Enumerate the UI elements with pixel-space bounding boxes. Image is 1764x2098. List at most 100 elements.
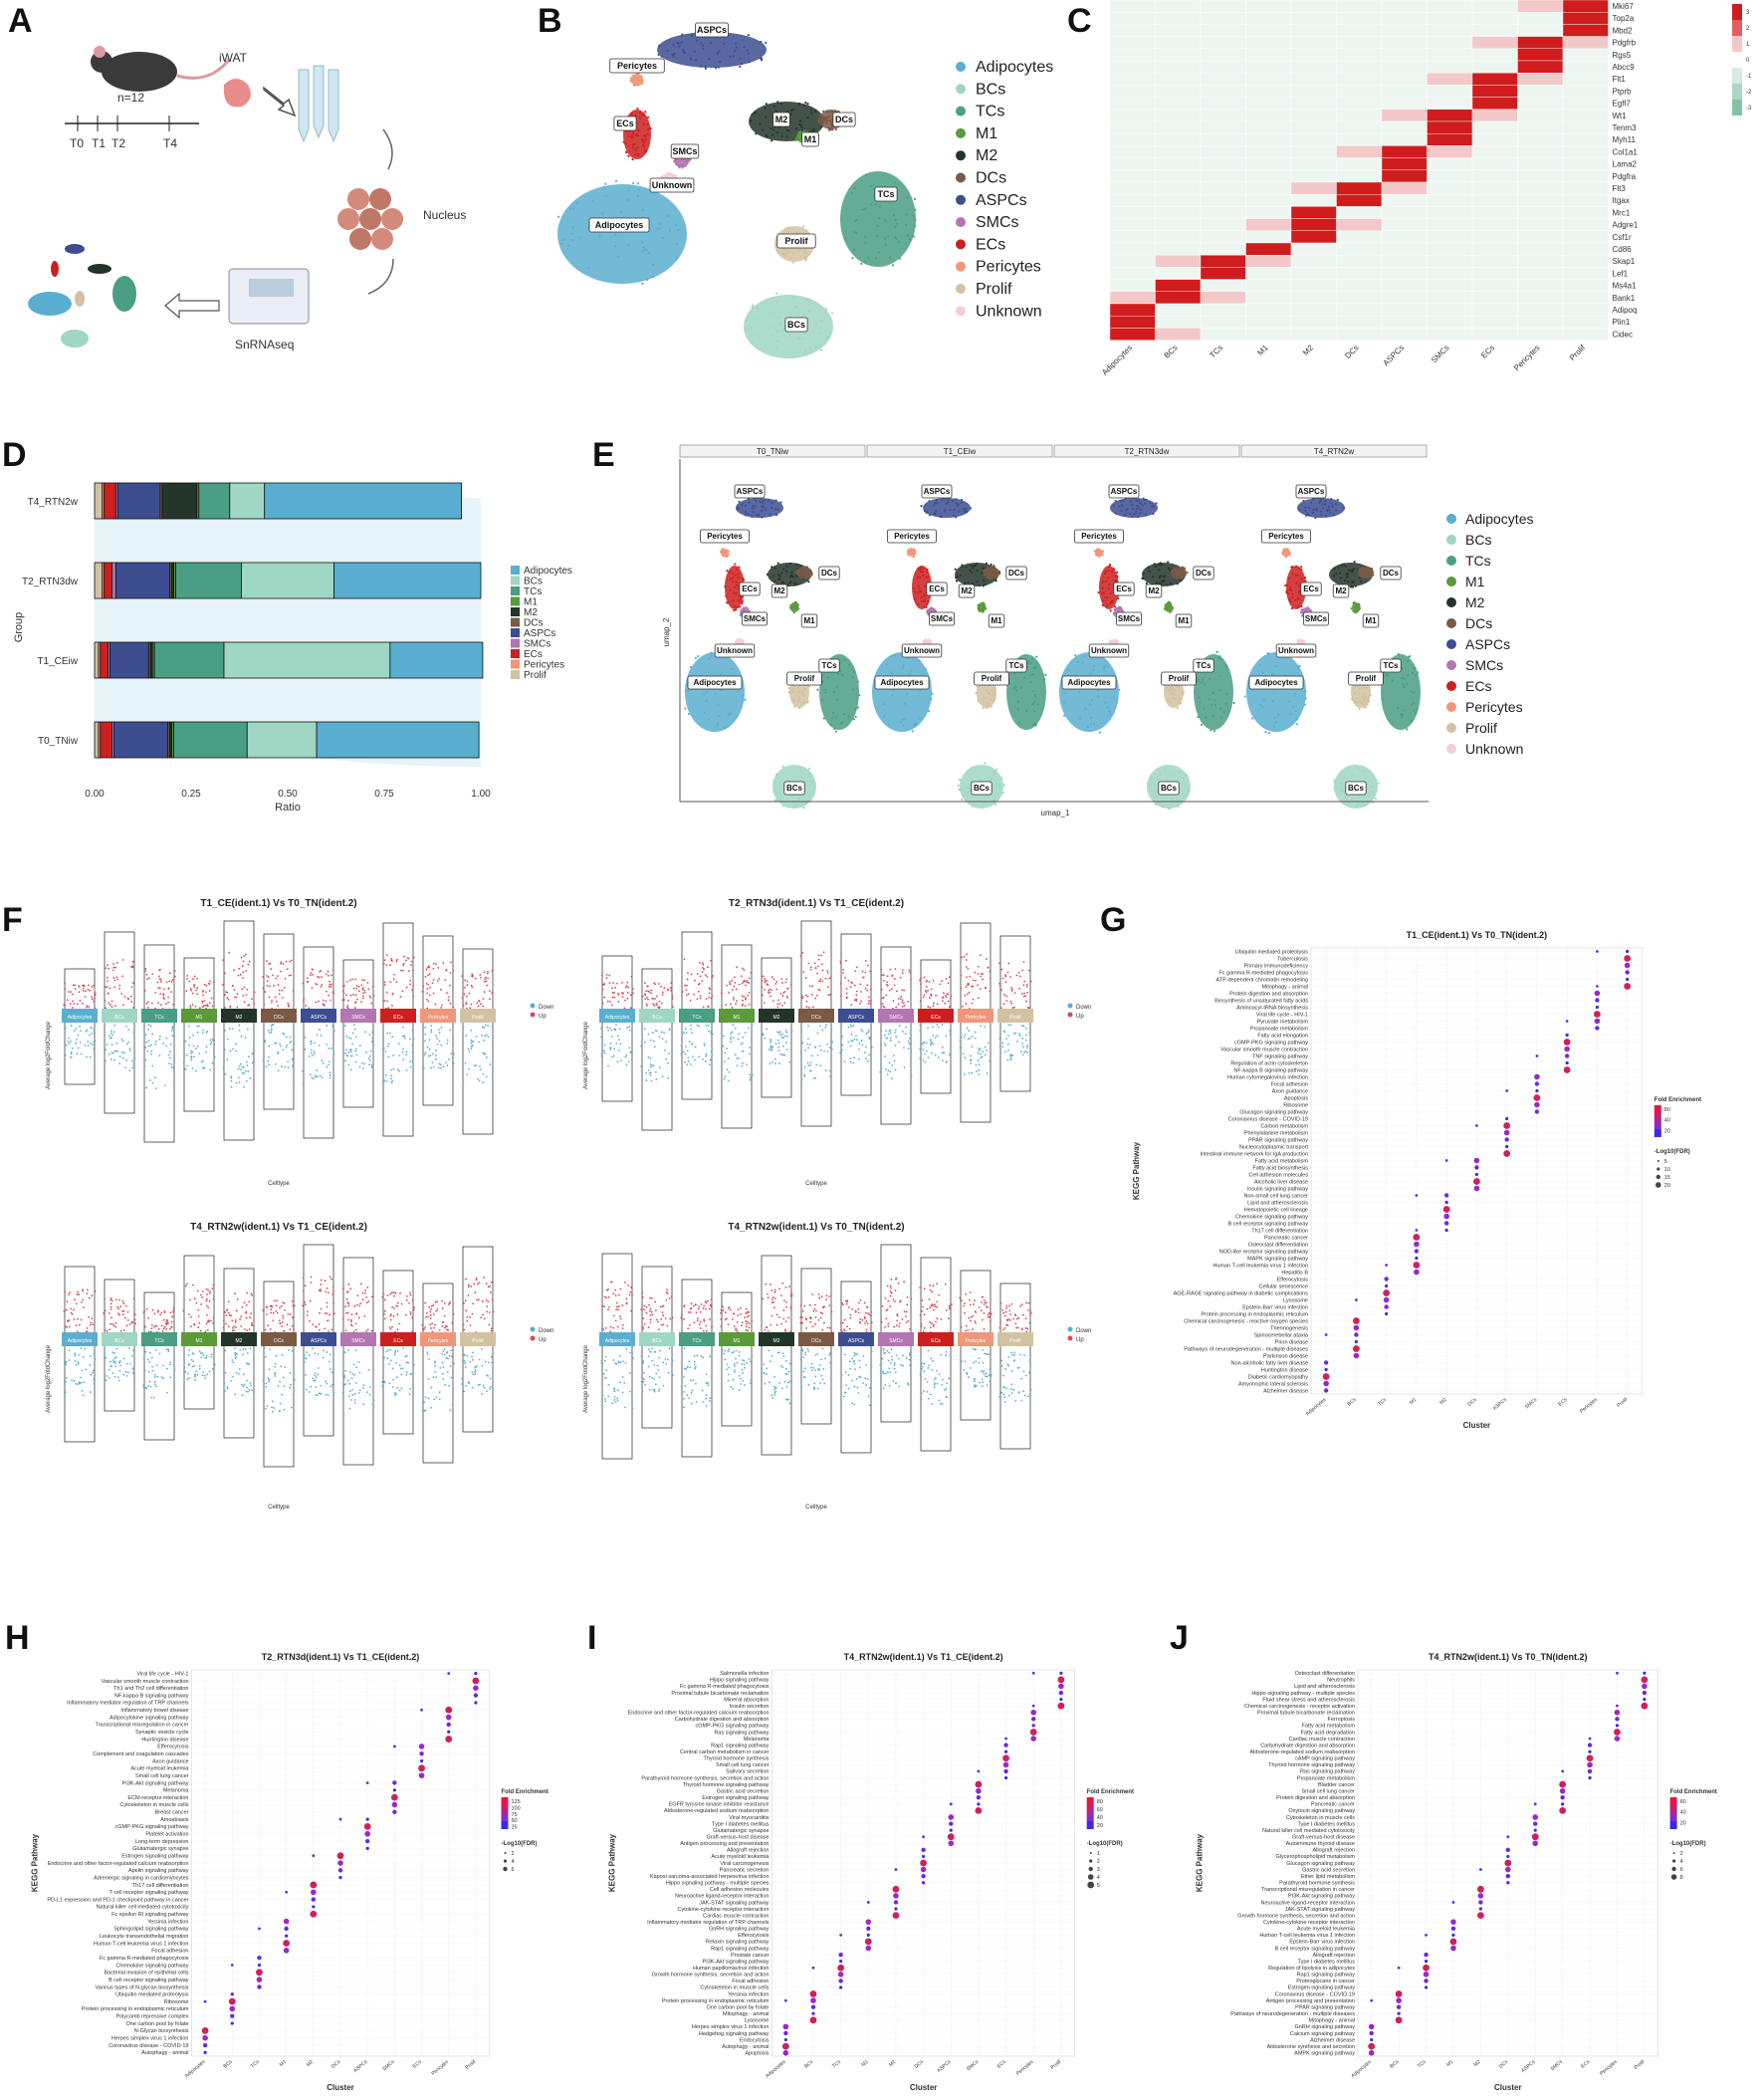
- gene-label: Top2a: [1613, 14, 1635, 23]
- pathway-label: Vascular smooth muscle contraction: [1220, 1047, 1308, 1052]
- heatmap-cell: [1155, 242, 1202, 256]
- heatmap-cell: [1517, 206, 1564, 219]
- pathway-label: Thyroid hormone signaling pathway: [683, 1782, 770, 1788]
- celltype-strip: [599, 1009, 635, 1023]
- gene-label: Pdgfrb: [1613, 39, 1637, 48]
- cluster-label: Unknown: [1088, 643, 1130, 658]
- pathway-label: cGMP-PKG signaling pathway: [1234, 1040, 1308, 1046]
- pathway-label: Vascular smooth muscle contraction: [102, 1679, 189, 1685]
- bar-segment: [110, 641, 149, 679]
- cluster-tick: BCs: [803, 2059, 814, 2070]
- pathway-label: Aldosterone-regulated sodium reabsorptio…: [1250, 1749, 1355, 1755]
- heatmap-cell: [1245, 48, 1292, 62]
- pathway-label: EGFR tyrosine kinase inhibitor resistanc…: [669, 1802, 770, 1808]
- y-axis-title: Average log2FoldChange: [46, 1021, 52, 1089]
- legend-item-m2: M2: [956, 147, 997, 164]
- heatmap-cell: [1245, 291, 1292, 305]
- enrichment-dot: [418, 1772, 425, 1778]
- enrichment-dot: [1616, 1671, 1647, 1675]
- column-points: [839, 959, 873, 1064]
- pathway-label: Axon guidance: [1272, 1088, 1308, 1094]
- enrichment-dot: [892, 1885, 900, 1893]
- pathway-label: Bladder cancer: [1318, 1782, 1355, 1788]
- strip-label: SMCs: [351, 1338, 365, 1344]
- strip-label: TCs: [692, 1338, 702, 1344]
- pathway-label: Calcium signaling pathway: [1290, 2031, 1355, 2037]
- heatmap-cell: [1427, 0, 1473, 13]
- heatmap-cell: [1381, 169, 1428, 183]
- cluster-tcs: [816, 654, 861, 733]
- enrichment-dot: [1444, 1157, 1480, 1164]
- cluster-unknown: [1296, 638, 1306, 647]
- bar-segment: [316, 721, 480, 759]
- column-points: [104, 959, 136, 1071]
- enrichment-dot: [1475, 1122, 1511, 1129]
- enrichment-dot: [1442, 1206, 1450, 1213]
- enrichment-dot: [338, 1876, 342, 1880]
- pathway-label: Adipocytokine signaling pathway: [110, 1715, 189, 1721]
- facet-t2_rtn3dw: T2_RTN3dw ASPCs Pericytes ECs M2 DCs SMCs M1 Unk…: [1053, 444, 1240, 810]
- cluster-ecs: [622, 107, 652, 161]
- svg-text:Prolif: Prolif: [982, 674, 1002, 683]
- pathway-label: Ether lipid metabolism: [1301, 1874, 1356, 1880]
- svg-text:BCs: BCs: [976, 81, 1005, 98]
- pathway-label: Neutrophils: [1327, 1678, 1355, 1684]
- heatmap-cell: [1381, 291, 1428, 305]
- svg-text:DCs: DCs: [976, 170, 1006, 187]
- pathway-label: Cardiac muscle contraction: [703, 1913, 769, 1919]
- pathway-label: Natural killer cell mediated cytotoxicit…: [97, 1905, 189, 1911]
- enrichment-dot: [419, 1758, 424, 1763]
- heatmap-cell: [1427, 157, 1473, 171]
- enrichment-dot: [365, 1780, 397, 1785]
- heatmap-cell: [1290, 303, 1337, 317]
- heatmap-cell: [1290, 109, 1337, 122]
- plot-title: T2_RTN3d(ident.1) Vs T1_CE(ident.2): [729, 898, 904, 909]
- enrichment-dot: [1415, 1228, 1448, 1233]
- heatmap-cell: [1562, 36, 1609, 49]
- legend-fold-enrichment-title: Fold Enrichment: [1670, 1789, 1717, 1795]
- svg-text:Pericytes: Pericytes: [1465, 699, 1523, 715]
- heatmap-cell: [1517, 218, 1564, 232]
- enrichment-dot: [1506, 1881, 1510, 1885]
- heatmap-cell: [1381, 328, 1428, 341]
- pathway-label: Human T-cell leukemia virus 1 infection: [94, 1941, 189, 1947]
- gene-label: Bank1: [1613, 294, 1636, 303]
- pathway-label: Hematopoietic cell lineage: [1244, 1207, 1308, 1213]
- column-points: [381, 1291, 415, 1397]
- pathway-label: Neuroactive ligand-receptor interaction: [1261, 1900, 1355, 1906]
- heatmap-cell: [1427, 24, 1473, 37]
- svg-text:Prolif: Prolif: [1169, 674, 1190, 683]
- enrichment-dot: [865, 1945, 872, 1952]
- heatmap-cell: [1336, 316, 1383, 329]
- svg-text:Unknown: Unknown: [1278, 646, 1314, 655]
- cluster-tick: Prolif: [1616, 1397, 1629, 1409]
- cluster-label: M2: [1145, 583, 1163, 598]
- svg-text:ASPCs: ASPCs: [737, 487, 764, 496]
- heatmap-cell: [1109, 72, 1156, 86]
- enrichment-dot: [1473, 1178, 1480, 1185]
- heatmap-cell: [1290, 230, 1337, 244]
- enrichment-dot: [783, 1997, 816, 2003]
- gene-label: Abcc9: [1613, 63, 1636, 72]
- enrichment-dot: [1003, 1749, 1008, 1753]
- pathway-label: Fatty acid metabolism: [1255, 1158, 1309, 1164]
- pathway-label: Protein processing in endoplasmic reticu…: [82, 2006, 189, 2012]
- heatmap-cell: [1245, 24, 1292, 37]
- svg-text:Adipocytes: Adipocytes: [1254, 678, 1298, 687]
- enrichment-dot: [1002, 1761, 1009, 1768]
- legend-item-smcs: SMCs: [1446, 657, 1503, 673]
- pathway-label: Bacterial invasion of epithelial cells: [105, 1971, 189, 1977]
- enrichment-dot: [1450, 1945, 1456, 1952]
- cluster-tick: Adipocytes: [1350, 2059, 1373, 2080]
- enrichment-dot: [312, 1852, 344, 1860]
- pathway-label: Huntington disease: [141, 1737, 188, 1743]
- heatmap-cell: [1427, 255, 1473, 268]
- pathway-label: Various types of N-glycan biosynthesis: [95, 1984, 188, 1990]
- celltype-strip: [301, 1332, 336, 1346]
- heatmap-cell: [1427, 242, 1473, 256]
- enrichment-dot: [894, 1866, 927, 1873]
- heatmap-cell: [1200, 97, 1246, 110]
- cluster-label: SMCs: [670, 143, 700, 159]
- fe-tick: 20: [1097, 1823, 1103, 1829]
- pathway-label: Proteoglycans in cancer: [1296, 1979, 1355, 1984]
